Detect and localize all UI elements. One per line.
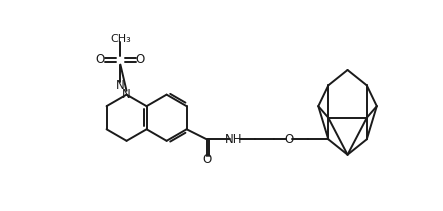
Text: N: N — [122, 88, 131, 101]
Text: O: O — [284, 133, 294, 146]
Text: NH: NH — [225, 133, 242, 146]
Text: O: O — [136, 53, 145, 66]
Text: N: N — [116, 79, 125, 92]
Text: O: O — [202, 153, 211, 166]
Text: CH₃: CH₃ — [110, 34, 131, 44]
Text: O: O — [96, 53, 105, 66]
